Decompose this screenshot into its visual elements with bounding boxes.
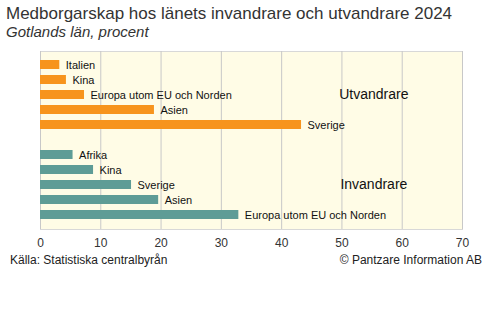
svg-text:Kina: Kina bbox=[100, 164, 123, 176]
html-text:© Pantzare Information AB: © Pantzare Information AB bbox=[339, 253, 482, 267]
svg-text:Europa utom EU och Norden: Europa utom EU och Norden bbox=[91, 89, 232, 101]
svg-text:Asien: Asien bbox=[160, 104, 188, 116]
svg-text:60: 60 bbox=[396, 236, 410, 250]
svg-text:Kina: Kina bbox=[72, 74, 95, 86]
svg-text:40: 40 bbox=[275, 236, 289, 250]
svg-text:30: 30 bbox=[215, 236, 229, 250]
html-text:Källa: Statistiska centralbyrå: Källa: Statistiska centralbyrån bbox=[10, 253, 168, 267]
svg-text:20: 20 bbox=[154, 236, 168, 250]
svg-text:70: 70 bbox=[456, 236, 470, 250]
svg-text:Sverige: Sverige bbox=[138, 179, 175, 191]
svg-text:Afrika: Afrika bbox=[79, 149, 108, 161]
html-text:Medborgarskap hos länets invan: Medborgarskap hos länets invandrare och … bbox=[6, 4, 453, 23]
svg-text:50: 50 bbox=[335, 236, 349, 250]
svg-text:Italien: Italien bbox=[66, 59, 95, 71]
svg-text:Asien: Asien bbox=[165, 194, 193, 206]
svg-text:10: 10 bbox=[94, 236, 108, 250]
svg-text:0: 0 bbox=[37, 236, 44, 250]
html-text:Gotlands län, procent: Gotlands län, procent bbox=[6, 23, 149, 40]
svg-text:Sverige: Sverige bbox=[308, 119, 345, 131]
svg-text:Utvandrare: Utvandrare bbox=[339, 86, 408, 102]
svg-text:Europa utom EU och Norden: Europa utom EU och Norden bbox=[245, 209, 386, 221]
svg-text:Invandrare: Invandrare bbox=[340, 176, 407, 192]
